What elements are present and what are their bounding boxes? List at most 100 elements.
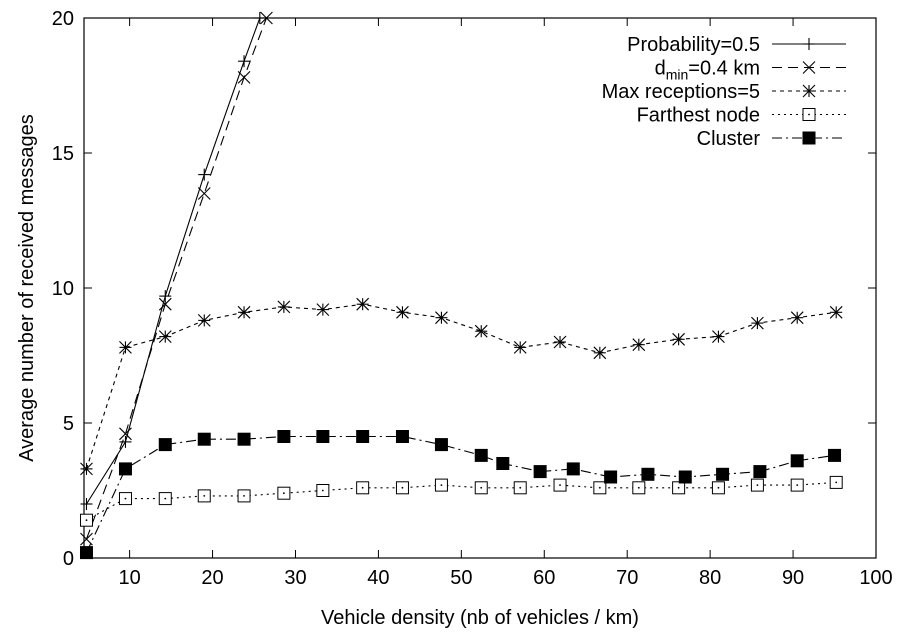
legend-marker-2 — [802, 61, 816, 74]
data-point-series-5 — [828, 448, 842, 462]
data-point-series-4 — [711, 481, 725, 495]
data-point-series-4 — [237, 489, 251, 503]
data-point-series-2 — [237, 71, 251, 84]
data-point-series-4 — [434, 478, 448, 492]
data-point-series-5 — [158, 438, 172, 452]
data-point-series-4 — [118, 492, 132, 506]
data-point-series-5 — [118, 462, 132, 476]
data-point-series-4 — [395, 481, 409, 495]
data-point-series-1 — [198, 168, 211, 181]
x-tick-label: 60 — [533, 567, 555, 589]
data-point-series-5 — [496, 457, 510, 470]
x-tick-label: 10 — [118, 567, 140, 589]
data-point-series-1 — [159, 290, 172, 303]
data-point-series-1 — [238, 55, 251, 68]
data-point-series-4 — [277, 486, 291, 500]
data-point-series-3 — [593, 346, 607, 360]
data-point-series-3 — [751, 316, 764, 330]
y-tick-label: 15 — [52, 143, 74, 165]
data-point-series-3 — [790, 311, 804, 325]
data-point-series-2 — [158, 297, 172, 311]
data-point-series-3 — [316, 303, 330, 316]
data-point-series-4 — [750, 478, 764, 492]
data-point-series-3 — [829, 305, 843, 319]
data-point-series-3 — [237, 305, 251, 319]
data-point-series-3 — [553, 335, 567, 349]
data-point-series-5 — [533, 465, 547, 479]
data-point-series-4 — [316, 484, 330, 497]
legend-label-subscript: min — [666, 67, 689, 83]
data-point-series-5 — [641, 467, 655, 481]
data-point-series-3 — [197, 314, 211, 327]
legend-marker-5 — [802, 131, 816, 145]
x-tick-label: 30 — [284, 567, 306, 589]
data-point-series-5 — [434, 438, 448, 452]
data-point-series-3 — [712, 330, 725, 343]
legend-label-2: dmin=0.4 km — [655, 58, 760, 83]
data-point-series-1 — [253, 12, 266, 24]
data-point-series-4 — [553, 478, 567, 492]
y-tick-label: 5 — [63, 413, 74, 435]
data-point-series-1 — [119, 435, 132, 448]
data-point-series-3 — [435, 311, 448, 325]
data-point-series-4 — [79, 513, 93, 527]
y-tick-label: 10 — [52, 278, 74, 300]
data-point-series-5 — [753, 465, 767, 479]
data-point-series-4 — [632, 481, 646, 495]
data-point-series-1 — [80, 498, 93, 510]
legend-label-4: Farthest node — [637, 105, 760, 127]
y-tick-label: 0 — [63, 548, 74, 570]
data-point-series-5 — [566, 462, 580, 476]
x-tick-label: 70 — [616, 567, 638, 589]
data-point-series-2 — [260, 11, 273, 25]
data-point-series-3 — [158, 330, 172, 343]
data-point-series-5 — [356, 430, 370, 443]
data-point-series-4 — [474, 481, 488, 495]
data-point-series-4 — [513, 481, 527, 495]
legend-marker-3 — [802, 84, 816, 98]
data-point-series-3 — [672, 332, 686, 346]
data-point-series-3 — [632, 338, 646, 352]
series-line-2 — [85, 18, 267, 540]
legend-marker-4 — [802, 108, 816, 121]
legend-label-5: Cluster — [697, 128, 761, 150]
axes: 10 20 30 40 50 60 70 80 90 100 0 5 10 15 20 — [52, 8, 893, 589]
data-point-series-2 — [197, 187, 211, 200]
data-point-series-4 — [158, 492, 172, 506]
data-point-series-5 — [277, 430, 291, 443]
data-point-series-5 — [604, 470, 618, 484]
data-point-series-5 — [716, 467, 730, 481]
data-point-series-3 — [119, 341, 132, 354]
data-point-series-4 — [672, 481, 686, 495]
x-tick-label: 100 — [859, 567, 892, 589]
x-tick-label: 80 — [699, 567, 721, 589]
y-tick-label: 20 — [52, 8, 74, 30]
data-point-series-4 — [197, 489, 211, 503]
data-point-series-3 — [80, 462, 93, 476]
legend-label-main: d — [655, 58, 666, 80]
x-tick-label: 20 — [201, 567, 223, 589]
data-point-series-4 — [356, 481, 370, 495]
x-tick-label: 40 — [367, 567, 389, 589]
data-point-series-5 — [474, 448, 488, 462]
data-point-series-5 — [395, 430, 409, 443]
data-point-series-4 — [829, 475, 843, 489]
legend-label-rest: =0.4 km — [688, 58, 760, 80]
data-point-series-5 — [678, 470, 692, 484]
data-point-series-5 — [79, 546, 93, 560]
data-point-series-2 — [80, 532, 93, 546]
data-point-series-3 — [474, 324, 488, 338]
legend-marker-1 — [803, 38, 815, 50]
legend-label-1: Probability=0.5 — [627, 34, 760, 56]
data-point-series-5 — [790, 454, 804, 468]
y-axis-label: Average number of received messages — [16, 114, 38, 462]
data-point-series-3 — [513, 341, 527, 354]
marker-layer — [79, 11, 843, 560]
data-point-series-5 — [197, 432, 211, 446]
series-line-4 — [86, 481, 837, 521]
data-point-series-3 — [396, 305, 409, 319]
data-point-series-2 — [119, 427, 132, 441]
series-line-3 — [85, 303, 837, 470]
